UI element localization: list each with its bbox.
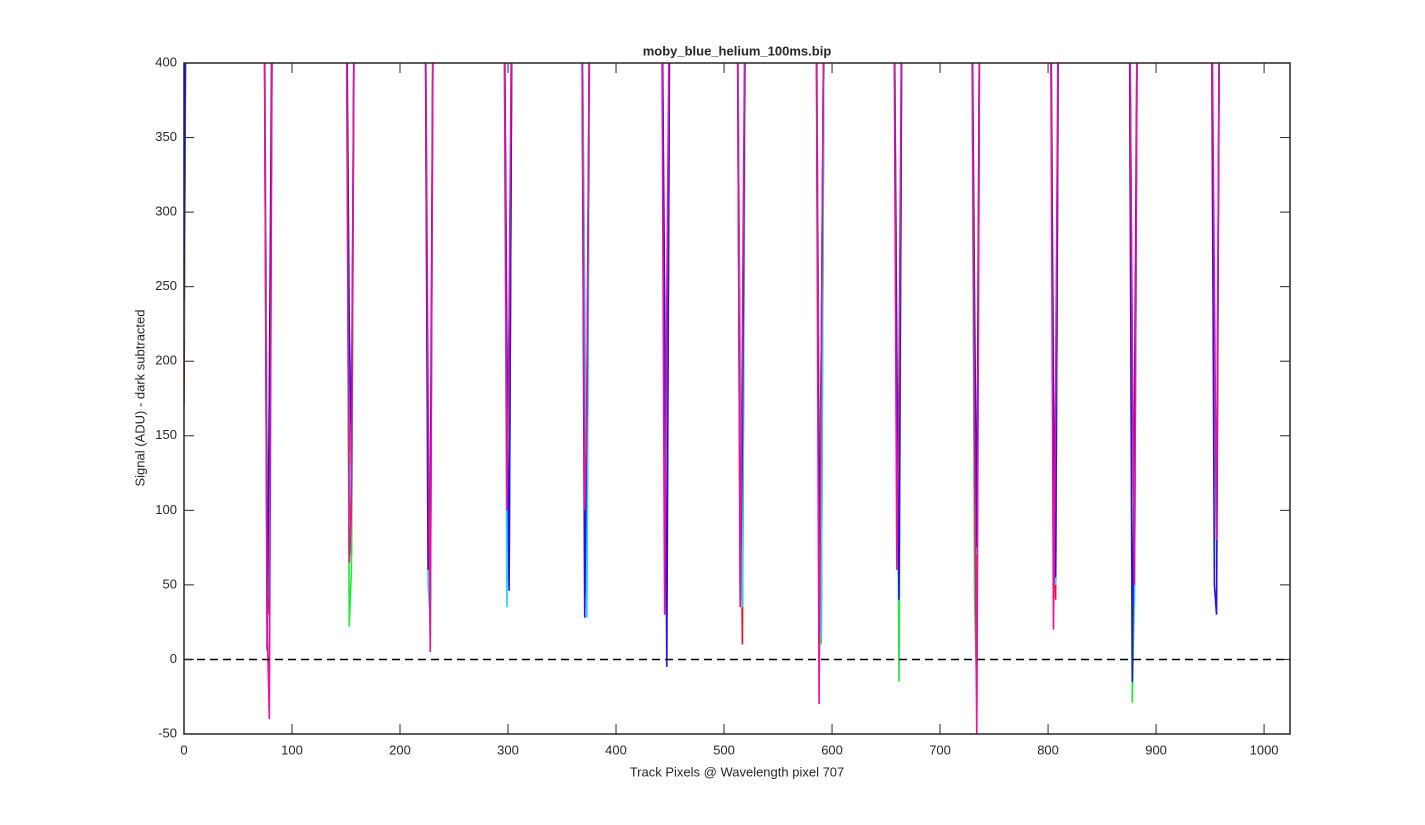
y-tick-label: 400 — [155, 54, 177, 69]
x-tick-label: 900 — [1145, 742, 1167, 757]
x-tick-label: 0 — [180, 742, 187, 757]
y-tick-label: 250 — [155, 278, 177, 293]
series-line — [184, 63, 1220, 734]
y-tick-label: -50 — [158, 725, 177, 740]
x-tick-label: 700 — [929, 742, 951, 757]
x-tick-label: 500 — [713, 742, 735, 757]
x-tick-label: 800 — [1037, 742, 1059, 757]
y-tick-label: 100 — [155, 502, 177, 517]
x-tick-label: 300 — [497, 742, 519, 757]
y-tick-label: 0 — [170, 651, 177, 666]
y-tick-label: 150 — [155, 427, 177, 442]
y-axis-label: Signal (ADU) - dark subtracted — [132, 309, 147, 486]
x-tick-label: 100 — [281, 742, 303, 757]
y-tick-label: 300 — [155, 204, 177, 219]
chart-title: moby_blue_helium_100ms.bip — [643, 43, 832, 58]
x-tick-label: 1000 — [1250, 742, 1279, 757]
y-tick-label: 50 — [163, 576, 177, 591]
x-tick-label: 200 — [389, 742, 411, 757]
x-axis-label: Track Pixels @ Wavelength pixel 707 — [630, 764, 845, 779]
y-tick-label: 350 — [155, 129, 177, 144]
plot-area — [184, 63, 1290, 734]
y-tick-label: 200 — [155, 353, 177, 368]
axes-box — [183, 62, 1291, 735]
x-tick-label: 400 — [605, 742, 627, 757]
x-tick-label: 600 — [821, 742, 843, 757]
